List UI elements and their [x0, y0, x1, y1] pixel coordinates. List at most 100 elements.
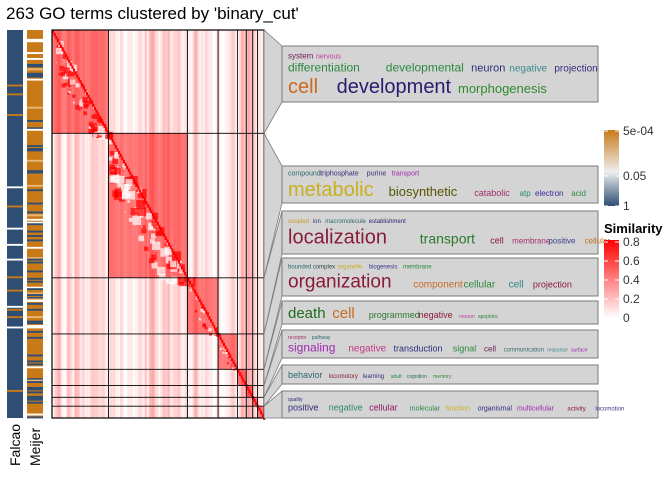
falcao-annotation-column	[7, 30, 23, 418]
cluster-cell	[74, 83, 76, 85]
diagonal-cell	[63, 50, 66, 55]
cluster-cell	[61, 83, 66, 88]
cluster-cell	[59, 65, 65, 71]
cluster-cell	[212, 325, 213, 327]
cluster-cell	[112, 158, 118, 165]
cluster-cell	[130, 207, 139, 216]
diagonal-cell	[200, 301, 203, 305]
heatmap-texture-stripe	[102, 30, 106, 418]
heatmap-texture-stripe	[92, 30, 98, 418]
diagonal-cell	[66, 56, 69, 61]
meijer-annotation-cell	[27, 381, 43, 383]
diagonal-cell	[234, 363, 237, 367]
diagonal-cell	[153, 215, 156, 220]
heatmap-texture-stripe	[249, 30, 254, 418]
diagonal-cell	[222, 342, 226, 347]
wordcloud-term: programmed	[369, 310, 420, 320]
meijer-annotation-cell	[27, 401, 43, 404]
falcao-annotation-cell	[7, 114, 23, 116]
diagonal-cell	[140, 192, 143, 196]
meijer-annotation-cell	[27, 106, 43, 109]
wordcloud-term: localization	[288, 226, 387, 248]
wordcloud-term: death	[288, 305, 326, 322]
cluster-cell	[127, 200, 130, 203]
wordcloud-term: cellular	[369, 403, 398, 413]
meijer-annotation-cell	[27, 230, 43, 233]
diagonal-cell	[93, 106, 97, 111]
diagonal-cell	[89, 97, 92, 102]
cluster-cell	[248, 392, 249, 394]
cluster-cell	[243, 384, 245, 386]
meijer-annotation-cell	[27, 221, 43, 224]
similarity-tick-label: 0.6	[623, 254, 640, 268]
cluster-cell	[120, 192, 129, 200]
wordcloud-term: macromolecule	[325, 219, 366, 225]
heatmap-texture-stripe	[241, 30, 245, 418]
meijer-annotation-cell	[27, 52, 43, 55]
wordcloud-term: transport	[392, 171, 420, 178]
wordcloud-term: negative	[329, 403, 363, 413]
wordcloud-term: projection	[554, 64, 597, 75]
heatmap-texture-stripe	[244, 30, 247, 418]
diagonal-cell	[58, 41, 61, 46]
meijer-annotation-cell	[27, 149, 43, 152]
falcao-annotation-cell	[7, 243, 23, 246]
cluster-cell	[149, 258, 155, 264]
wordcloud-term: cell	[490, 235, 504, 245]
cluster-cell	[110, 171, 117, 178]
wordcloud-term: locomotory	[329, 374, 358, 380]
diagonal-cell	[182, 268, 185, 273]
cluster-cell	[250, 396, 251, 397]
diagonal-cell	[160, 227, 163, 232]
heatmap-texture-stripe	[200, 30, 204, 418]
diagonal-cell	[111, 139, 114, 143]
heatmap-texture-stripe	[251, 30, 256, 418]
wordcloud-term: organismal	[478, 406, 513, 413]
similarity-tick-label: 0.4	[623, 273, 640, 287]
cluster-cell	[108, 140, 113, 145]
diagonal-cell	[64, 53, 68, 58]
heatmap-texture-stripe	[242, 30, 245, 418]
cluster-cell	[136, 199, 146, 209]
meijer-annotation-cell	[27, 261, 43, 264]
cluster-cell	[54, 65, 55, 67]
cluster-cell	[165, 257, 173, 264]
diagonal-cell	[71, 65, 74, 69]
wordcloud-term: cell	[288, 76, 318, 98]
annotation-label-falcao: Falcao	[7, 424, 23, 466]
diagonal-cell	[198, 298, 201, 302]
meijer-annotation-cell	[27, 145, 43, 147]
diagonal-cell	[184, 271, 187, 276]
cluster-cell	[152, 225, 157, 229]
cluster-cell	[202, 310, 206, 314]
cluster-cell	[199, 318, 200, 320]
wordcloud-term: cell	[484, 344, 496, 353]
wordcloud-term: metabolic	[288, 179, 374, 201]
diagonal-cell	[216, 330, 219, 335]
cluster-cell	[241, 378, 242, 380]
meijer-annotation-cell	[27, 280, 43, 283]
meijer-annotation-cell	[27, 379, 43, 382]
cluster-cell	[88, 126, 92, 130]
wordcloud-term: apoptotic	[478, 314, 499, 320]
cluster-cell	[178, 277, 188, 287]
cluster-cell	[114, 154, 119, 159]
diagonal-cell	[214, 328, 217, 332]
diagonal-cell	[84, 89, 87, 93]
meijer-annotation-cell	[27, 397, 43, 400]
cluster-cell	[137, 217, 139, 219]
meijer-annotation-cell	[27, 128, 43, 131]
meijer-annotation-cell	[27, 258, 43, 261]
pvalue-tick-label: 0.05	[623, 169, 647, 183]
diagonal-cell	[90, 100, 93, 105]
cluster-cell	[73, 101, 75, 104]
meijer-annotation-cell	[27, 214, 43, 217]
cluster-cell	[72, 94, 76, 98]
diagonal-cell	[253, 398, 256, 403]
cluster-cell	[210, 322, 213, 325]
meijer-annotation-cell	[27, 363, 43, 366]
diagonal-cell	[95, 109, 98, 114]
cluster-cell	[215, 331, 218, 334]
diagonal-cell	[69, 62, 72, 66]
wordcloud-term: membrane	[512, 236, 551, 245]
